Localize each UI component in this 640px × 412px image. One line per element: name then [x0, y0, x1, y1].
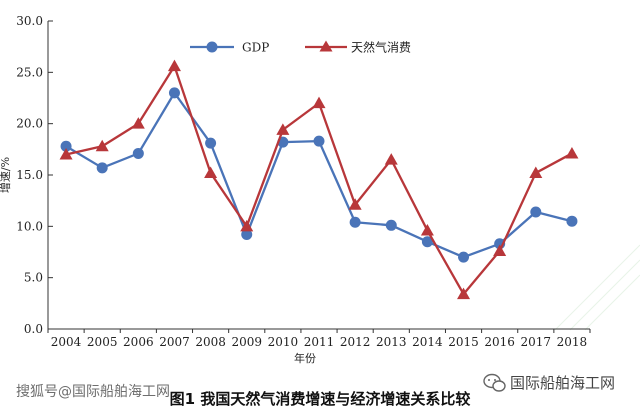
data-point	[420, 223, 434, 236]
legend-item-gas: 天然气消费	[305, 40, 411, 55]
legend-item-gdp: GDP	[190, 41, 269, 55]
watermark-left-halo: 搜狐号@国际船舶海工网	[16, 384, 170, 400]
figure-caption: 图1 我国天然气消费增速与经济增速关系比较	[170, 390, 471, 408]
y-tick-label: 10.0	[16, 219, 43, 233]
data-point	[167, 59, 181, 72]
data-point	[60, 140, 72, 152]
data-point	[421, 236, 433, 248]
x-tick-label: 2015	[448, 335, 479, 349]
decorative-background-lines	[554, 244, 640, 331]
wechat-icon	[483, 373, 506, 392]
data-point	[457, 287, 471, 300]
data-point	[529, 166, 543, 178]
watermark-right: 国际船舶海工网	[483, 373, 615, 392]
data-point	[313, 135, 325, 147]
watermark-left: 搜狐号@国际船舶海工网 搜狐号@国际船舶海工网	[15, 383, 172, 402]
x-tick-label: 2008	[195, 335, 226, 349]
x-tick-label: 2010	[268, 335, 299, 349]
x-tick-label: 2016	[484, 335, 515, 349]
y-tick-label: 5.0	[24, 271, 43, 285]
data-point	[384, 153, 398, 165]
data-point	[565, 146, 579, 159]
data-point	[566, 215, 578, 227]
x-tick-label: 2005	[87, 335, 118, 349]
series-gdp	[60, 87, 578, 263]
x-axis-title: 年份	[294, 351, 316, 365]
data-point	[240, 219, 254, 232]
data-point	[348, 198, 362, 210]
x-tick-label: 2013	[376, 335, 407, 349]
x-tick-label: 2006	[123, 335, 154, 349]
y-tick-label: 25.0	[16, 65, 43, 79]
legend-marker-triangle-icon	[319, 40, 333, 52]
x-tick-label: 2004	[51, 335, 82, 349]
data-point	[385, 219, 397, 231]
x-tick-label: 2018	[557, 335, 588, 349]
data-point	[312, 96, 326, 109]
data-point	[96, 162, 108, 174]
series-gas	[59, 59, 579, 300]
data-point	[530, 206, 542, 218]
watermark-left-text: 搜狐号@国际船舶海工网	[16, 384, 170, 400]
y-axis-ticks: 0.0 5.0 10.0 15.0 20.0 25.0 30.0	[16, 14, 53, 336]
legend-marker-circle-icon	[206, 41, 218, 53]
data-point	[95, 139, 109, 152]
y-tick-label: 0.0	[24, 322, 43, 336]
x-tick-label: 2014	[412, 335, 443, 349]
data-point	[241, 229, 253, 241]
data-point	[458, 251, 470, 263]
data-point	[132, 147, 144, 159]
legend-label-gas: 天然气消费	[351, 40, 411, 55]
x-tick-label: 2011	[304, 335, 335, 349]
data-point	[276, 123, 290, 135]
y-tick-label: 20.0	[16, 117, 43, 131]
x-tick-label: 2007	[159, 335, 190, 349]
data-point	[204, 166, 218, 178]
x-tick-label: 2012	[340, 335, 371, 349]
data-point	[59, 147, 73, 160]
y-tick-label: 15.0	[16, 168, 43, 182]
data-point	[349, 216, 361, 228]
data-point	[205, 137, 217, 149]
series-layer	[59, 59, 579, 300]
legend: GDP 天然气消费	[190, 40, 411, 55]
axes	[47, 21, 590, 330]
legend-label-gdp: GDP	[242, 41, 269, 55]
x-tick-label: 2009	[231, 335, 262, 349]
data-point	[168, 87, 180, 99]
y-axis-title: 增速/%	[0, 157, 12, 193]
watermark-right-text: 国际船舶海工网	[510, 374, 615, 392]
data-point	[493, 244, 507, 256]
x-axis-ticks: 2004 2005 2006 2007 2008 2009 2010 2011 2012 2013…	[47, 329, 591, 349]
x-tick-label: 2017	[521, 335, 552, 349]
data-point	[131, 117, 145, 129]
y-tick-label: 30.0	[16, 14, 43, 28]
